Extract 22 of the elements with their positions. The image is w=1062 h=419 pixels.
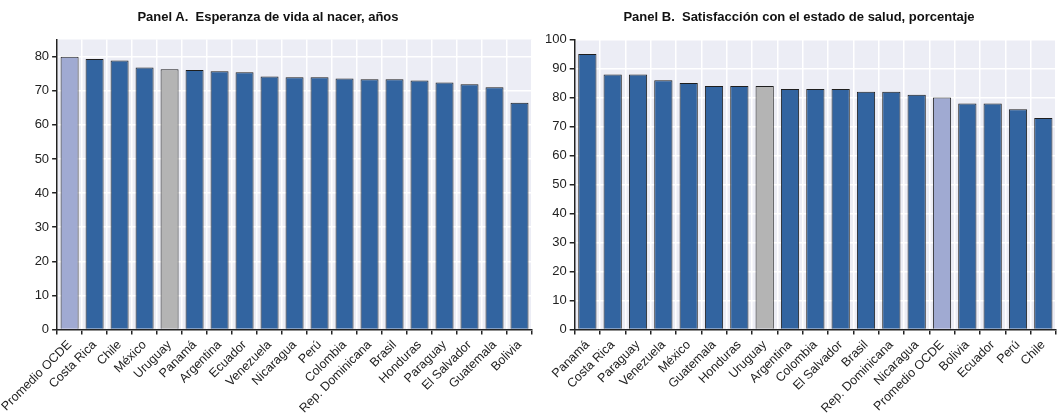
y-tick-label: 0 xyxy=(559,321,567,337)
y-tick-label: 90 xyxy=(552,60,567,76)
y-tick-label: 10 xyxy=(34,287,50,303)
y-tick-label: 80 xyxy=(552,89,567,105)
y-tick-label: 40 xyxy=(34,184,50,200)
y-tick-label: 20 xyxy=(552,263,567,279)
y-tick-label: 0 xyxy=(41,321,50,337)
chart-title: Panel A. Esperanza de vida al nacer, años xyxy=(137,9,399,25)
y-tick-label: 50 xyxy=(552,176,567,192)
y-tick-label: 60 xyxy=(552,147,567,163)
chart-title: Panel B. Satisfacción con el estado de salud, porcentaje xyxy=(623,9,975,25)
y-tick-label: 10 xyxy=(552,292,567,308)
y-tick-label: 70 xyxy=(34,82,50,98)
y-tick-label: 60 xyxy=(34,116,50,132)
y-tick-label: 70 xyxy=(552,118,567,134)
y-tick-label: 50 xyxy=(34,150,50,166)
y-tick-label: 20 xyxy=(34,252,50,268)
y-tick-label: 80 xyxy=(34,48,50,64)
y-tick-label: 30 xyxy=(552,234,567,250)
y-tick-label: 30 xyxy=(34,218,50,234)
y-tick-label: 100 xyxy=(544,31,567,47)
y-tick-label: 40 xyxy=(552,205,567,221)
